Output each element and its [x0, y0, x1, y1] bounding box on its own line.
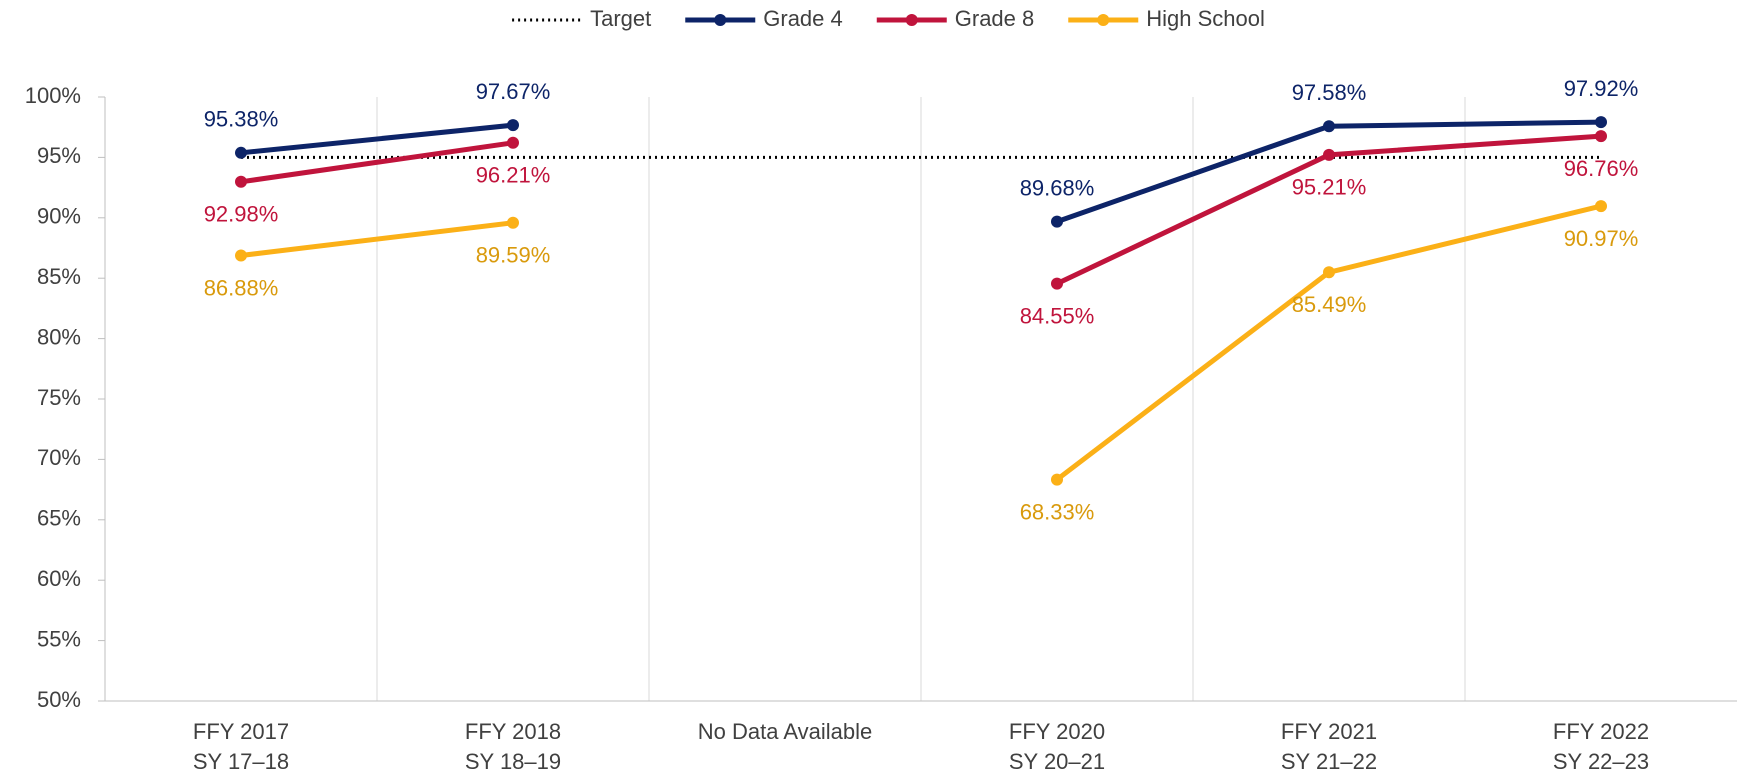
data-point — [1051, 277, 1063, 290]
y-tick-label: 100% — [25, 83, 81, 108]
data-point — [1595, 200, 1607, 213]
data-label: 89.68% — [1020, 175, 1095, 200]
data-point — [1595, 116, 1607, 129]
x-tick-label: FFY 2018 — [465, 719, 561, 744]
data-label: 92.98% — [204, 202, 279, 227]
y-tick-label: 55% — [37, 626, 81, 651]
data-point — [235, 249, 247, 262]
data-label: 90.97% — [1564, 226, 1639, 251]
y-tick-label: 90% — [37, 204, 81, 229]
y-tick-label: 60% — [37, 566, 81, 591]
series-line — [238, 140, 516, 185]
x-tick-label: FFY 2021 — [1281, 719, 1377, 744]
x-tick-label: SY 22–23 — [1553, 749, 1649, 774]
data-label: 84.55% — [1020, 303, 1095, 328]
y-tick-label: 95% — [37, 143, 81, 168]
data-point — [235, 146, 247, 159]
x-tick-label: FFY 2020 — [1009, 719, 1105, 744]
data-point — [1051, 215, 1063, 228]
data-point — [1323, 120, 1335, 133]
y-tick-label: 80% — [37, 324, 81, 349]
data-label: 68.33% — [1020, 499, 1095, 524]
data-point — [1323, 266, 1335, 279]
data-label: 97.58% — [1292, 80, 1367, 105]
y-tick-label: 65% — [37, 506, 81, 531]
legend-marker — [905, 14, 918, 26]
data-label: 97.92% — [1564, 76, 1639, 101]
y-tick-label: 75% — [37, 385, 81, 410]
data-label: 96.21% — [476, 163, 551, 188]
x-tick-label: SY 21–22 — [1281, 749, 1377, 774]
legend-label: Target — [590, 6, 651, 31]
legend-label: Grade 8 — [955, 6, 1035, 31]
data-point — [1595, 130, 1607, 143]
data-point — [507, 136, 519, 149]
data-point — [507, 119, 519, 132]
y-tick-label: 70% — [37, 445, 81, 470]
series-line — [1054, 119, 1604, 225]
data-label: 96.76% — [1564, 156, 1639, 181]
y-tick-label: 85% — [37, 264, 81, 289]
data-point — [507, 216, 519, 229]
legend-marker — [714, 14, 727, 26]
data-point — [1051, 473, 1063, 486]
data-label: 95.21% — [1292, 175, 1367, 200]
x-tick-label: FFY 2022 — [1553, 719, 1649, 744]
data-label: 97.67% — [476, 79, 551, 104]
data-label: 89.59% — [476, 243, 551, 268]
x-tick-label: No Data Available — [698, 719, 873, 744]
y-tick-label: 50% — [37, 687, 81, 712]
x-tick-label: SY 20–21 — [1009, 749, 1105, 774]
series-line — [238, 220, 516, 258]
legend-marker — [1097, 14, 1110, 26]
data-label: 95.38% — [204, 107, 279, 132]
x-tick-label: SY 17–18 — [193, 749, 289, 774]
legend-label: Grade 4 — [763, 6, 843, 31]
data-label: 86.88% — [204, 275, 279, 300]
x-tick-label: FFY 2017 — [193, 719, 289, 744]
data-point — [1323, 148, 1335, 161]
data-label: 85.49% — [1292, 292, 1367, 317]
x-tick-label: SY 18–19 — [465, 749, 561, 774]
legend-label: High School — [1146, 6, 1265, 31]
data-point — [235, 175, 247, 188]
series-line — [238, 122, 516, 156]
